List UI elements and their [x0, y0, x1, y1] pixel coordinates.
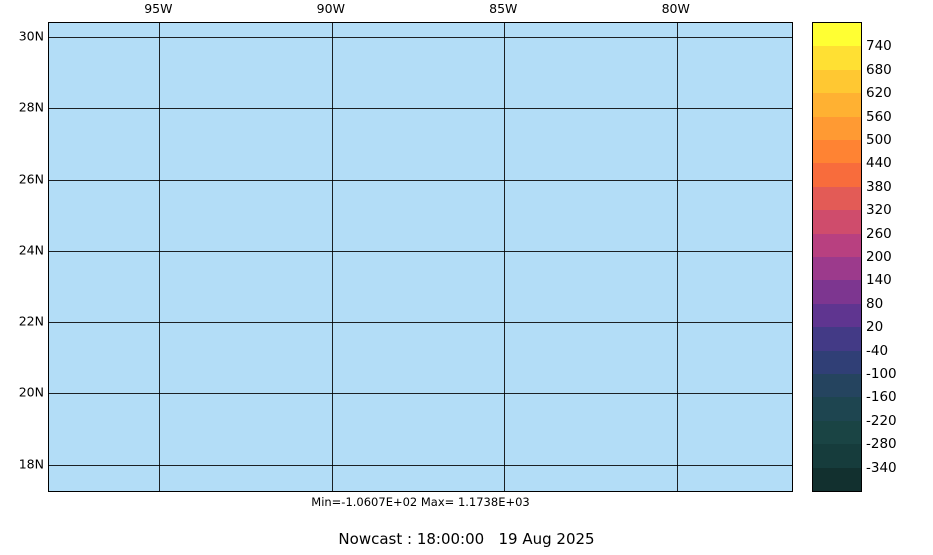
colorbar-band	[813, 397, 861, 422]
graticule-parallel	[49, 393, 792, 395]
longitude-label: 85W	[489, 1, 518, 16]
colorbar-tick-label: -40	[866, 342, 889, 359]
longitude-label: 95W	[144, 1, 173, 16]
colorbar: 740 680 620 560 500 440 380 320 260 200 140 80 20 -40…	[812, 22, 897, 492]
colorbar-tick-labels: 740 680 620 560 500 440 380 320 260 200 140 80 20 -40…	[866, 22, 924, 492]
graticule-meridian	[331, 23, 333, 491]
colorbar-band	[813, 186, 861, 211]
longitude-label: 90W	[316, 1, 345, 16]
graticule-meridian	[676, 23, 678, 491]
colorbar-tick-label: -160	[866, 389, 897, 406]
graticule-parallel	[49, 37, 792, 39]
graticule-parallel	[49, 250, 792, 252]
graticule-parallel	[49, 179, 792, 181]
latitude-label: 30N	[18, 28, 44, 44]
latitude-label: 28N	[18, 99, 44, 115]
colorbar-band	[813, 374, 861, 398]
graticule-parallel	[49, 108, 792, 110]
colorbar-band	[813, 233, 861, 258]
scalar-field-raster	[49, 23, 792, 491]
colorbar-tick-label: 20	[866, 319, 884, 336]
colorbar-tick-label: -280	[866, 436, 897, 453]
colorbar-tick-label: 320	[866, 202, 892, 219]
colorbar-band	[813, 46, 861, 71]
colorbar-band	[813, 23, 861, 47]
colorbar-tick-label: 200	[866, 249, 892, 265]
colorbar-tick-label: 140	[866, 272, 892, 289]
colorbar-band	[813, 69, 861, 94]
colorbar-band	[813, 350, 861, 375]
graticule-parallel	[49, 322, 792, 324]
colorbar-tick-label: 440	[866, 155, 892, 172]
colorbar-band	[813, 163, 861, 188]
colorbar-tick-label: -100	[866, 366, 897, 382]
colorbar-tick-label: 680	[866, 61, 892, 78]
colorbar-tick-label: 500	[866, 132, 892, 148]
latitude-label: 26N	[18, 171, 44, 187]
latitude-label: 18N	[18, 456, 44, 471]
colorbar-tick-label: 260	[866, 225, 892, 242]
latitude-label: 24N	[18, 242, 44, 258]
colorbar-band	[813, 140, 861, 164]
colorbar-tick-label: -220	[866, 412, 897, 429]
latitude-label: 22N	[18, 313, 44, 329]
colorbar-gradient	[812, 22, 862, 492]
colorbar-band	[813, 420, 861, 445]
colorbar-tick-label: 80	[866, 295, 884, 312]
colorbar-band	[813, 467, 861, 491]
colorbar-band	[813, 210, 861, 235]
graticule-meridian	[159, 23, 161, 491]
footer-caption: Nowcast : 18:00:00 19 Aug 2025	[338, 530, 595, 548]
colorbar-tick-label: 620	[866, 85, 892, 102]
colorbar-tick-label: 380	[866, 178, 892, 195]
colorbar-band	[813, 444, 861, 469]
graticule-meridian	[504, 23, 506, 491]
map-plot-area	[48, 22, 793, 492]
colorbar-band	[813, 280, 861, 305]
colorbar-tick-label: 560	[866, 108, 892, 125]
colorbar-band	[813, 257, 861, 281]
colorbar-tick-label: 740	[866, 38, 892, 55]
graticule-parallel	[49, 464, 792, 466]
colorbar-band	[813, 327, 861, 352]
minmax-annotation: Min=-1.0607E+02 Max= 1.1738E+03	[311, 495, 530, 509]
colorbar-band	[813, 303, 861, 328]
latitude-label: 20N	[18, 384, 44, 400]
longitude-label: 80W	[661, 1, 690, 16]
colorbar-tick-label: -340	[866, 459, 897, 476]
colorbar-band	[813, 116, 861, 141]
colorbar-band	[813, 93, 861, 118]
